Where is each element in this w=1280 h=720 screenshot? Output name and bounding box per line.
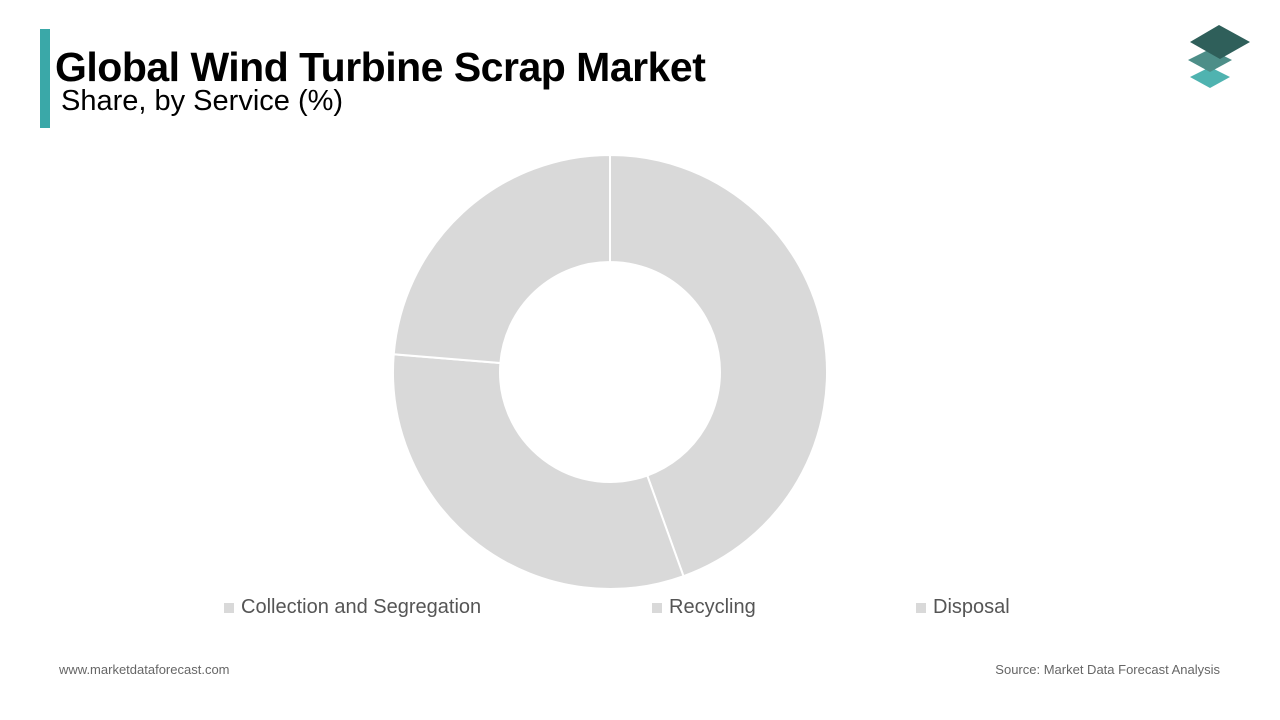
legend-swatch: [916, 602, 926, 613]
donut-slice-disposal: [392, 153, 611, 365]
legend-item-disposal: Disposal: [916, 596, 1010, 619]
footer-website: www.marketdataforecast.com: [59, 662, 230, 677]
legend-swatch: [224, 602, 234, 613]
donut-slice-recycling: [392, 353, 685, 590]
footer-source: Source: Market Data Forecast Analysis: [995, 662, 1220, 677]
legend-item-recycling: Recycling: [652, 596, 756, 619]
legend-item-collection: Collection and Segregation: [224, 596, 481, 619]
logo-layer-bottom: [1190, 67, 1230, 88]
logo-layer-top: [1190, 25, 1250, 59]
legend-label: Collection and Segregation: [241, 596, 482, 618]
chart-title: Global Wind Turbine Scrap Market: [55, 44, 706, 90]
donut-slice-collection-and-segregation: [609, 153, 828, 578]
legend-label: Disposal: [933, 596, 1010, 618]
title-accent-bar: [40, 29, 50, 128]
legend-label: Recycling: [669, 596, 756, 618]
chart-subtitle: Share, by Service (%): [61, 85, 344, 117]
chart-legend: Collection and Segregation Recycling Dis…: [0, 596, 1280, 620]
legend-swatch: [652, 602, 662, 613]
stacked-layers-icon: [1188, 25, 1250, 88]
